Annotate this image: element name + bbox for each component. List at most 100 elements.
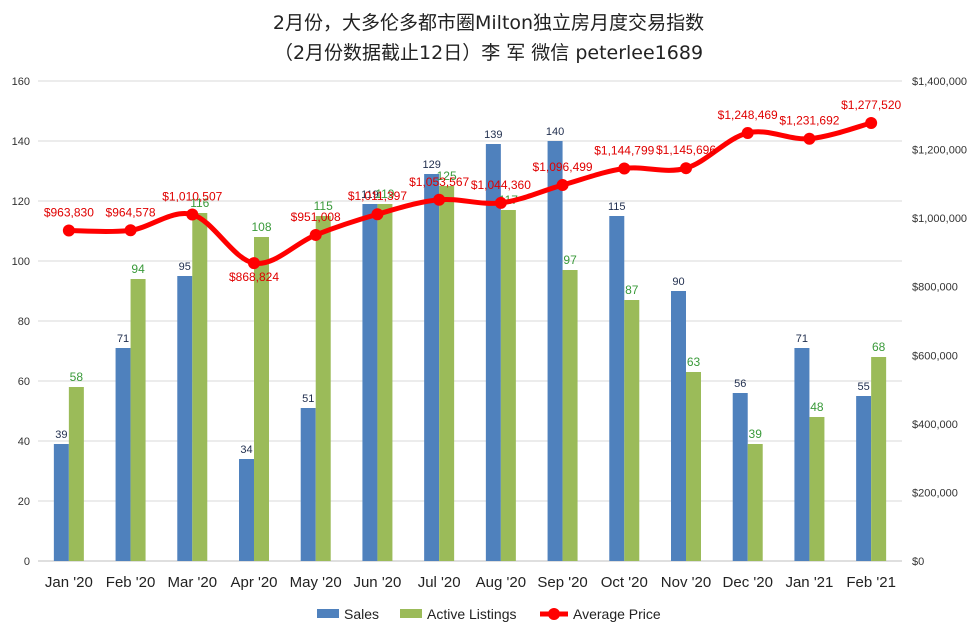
bar-active-listings <box>439 186 455 561</box>
data-label-active-listings: 39 <box>749 427 763 441</box>
y-right-tick-label: $200,000 <box>912 487 958 499</box>
data-label-average-price: $964,578 <box>106 205 156 219</box>
bar-sales <box>671 291 686 561</box>
data-label-average-price: $1,231,692 <box>779 114 839 128</box>
y-left-tick-label: 80 <box>18 316 30 328</box>
x-tick-label: Jul '20 <box>418 574 461 591</box>
data-label-average-price: $951,008 <box>291 210 341 224</box>
x-tick-label: Apr '20 <box>230 574 277 591</box>
bar-active-listings <box>254 237 269 561</box>
data-label-sales: 34 <box>240 444 252 456</box>
point-average-price <box>433 193 446 206</box>
point-average-price <box>371 208 384 221</box>
data-label-active-listings: 87 <box>625 283 639 297</box>
point-average-price <box>865 116 878 129</box>
data-label-active-listings: 48 <box>810 400 824 414</box>
data-label-active-listings: 63 <box>687 355 701 369</box>
bar-active-listings <box>624 300 640 561</box>
data-label-sales: 55 <box>858 381 870 393</box>
data-label-average-price: $1,053,567 <box>409 175 469 189</box>
x-tick-label: Feb '20 <box>106 574 156 591</box>
y-left-tick-label: 120 <box>12 196 30 208</box>
data-label-average-price: $1,010,507 <box>162 190 222 204</box>
data-label-active-listings: 68 <box>872 340 886 354</box>
y-right-tick-label: $0 <box>912 556 924 568</box>
point-average-price <box>494 196 507 209</box>
data-label-sales: 71 <box>796 333 808 345</box>
y-left-tick-label: 100 <box>12 256 30 268</box>
bar-active-listings <box>686 372 701 561</box>
bar-active-listings <box>809 417 825 561</box>
x-tick-label: May '20 <box>290 574 342 591</box>
bar-active-listings <box>192 213 208 561</box>
data-label-active-listings: 125 <box>437 169 457 183</box>
data-label-sales: 90 <box>672 276 684 288</box>
data-label-sales: 56 <box>734 378 746 390</box>
y-left-tick-label: 0 <box>24 556 30 568</box>
bar-active-listings <box>562 270 578 561</box>
y-left-tick-label: 140 <box>12 136 30 148</box>
bar-sales <box>424 174 440 561</box>
point-average-price <box>248 257 260 270</box>
bar-sales <box>856 396 872 561</box>
data-label-sales: 115 <box>608 201 626 213</box>
bar-active-listings <box>130 279 146 561</box>
point-average-price <box>680 162 692 175</box>
point-average-price <box>803 132 816 145</box>
data-label-sales: 95 <box>179 261 191 273</box>
y-right-tick-label: $600,000 <box>912 350 958 362</box>
bar-active-listings <box>871 357 887 561</box>
point-average-price <box>186 208 199 221</box>
legend-swatch-sales <box>317 609 339 618</box>
data-label-active-listings: 97 <box>563 253 577 267</box>
data-label-sales: 51 <box>302 393 314 405</box>
y-left-tick-label: 160 <box>12 76 30 88</box>
data-label-active-listings: 58 <box>70 370 84 384</box>
x-tick-label: Nov '20 <box>661 574 711 591</box>
data-label-average-price: $1,277,520 <box>841 98 901 112</box>
bar-sales <box>239 459 254 561</box>
legend-marker-average-price <box>548 608 560 620</box>
point-average-price <box>741 126 754 139</box>
bar-active-listings <box>500 210 516 561</box>
x-tick-label: Jan '21 <box>785 574 833 591</box>
data-label-sales: 140 <box>546 126 564 138</box>
data-label-active-listings: 115 <box>314 199 333 213</box>
y-right-tick-label: $400,000 <box>912 419 958 431</box>
chart-subtitle: （2月份数据截止12日）李 军 微信 peterlee1689 <box>273 42 704 64</box>
data-label-average-price: $963,830 <box>44 206 94 220</box>
point-average-price <box>618 162 631 175</box>
bar-sales <box>732 393 748 561</box>
legend-label-active-listings: Active Listings <box>427 606 516 622</box>
data-label-active-listings: 94 <box>131 262 145 276</box>
x-tick-label: Dec '20 <box>723 574 773 591</box>
data-label-active-listings: 108 <box>251 220 271 234</box>
bar-sales <box>177 276 193 561</box>
x-tick-label: Jan '20 <box>45 574 93 591</box>
data-label-sales: 139 <box>484 129 502 141</box>
bar-active-listings <box>377 204 393 561</box>
x-tick-label: Feb '21 <box>846 574 896 591</box>
bar-sales <box>609 216 625 561</box>
bar-sales <box>115 348 131 561</box>
x-tick-label: Oct '20 <box>601 574 648 591</box>
legend-label-sales: Sales <box>344 606 379 622</box>
bar-sales <box>300 408 316 561</box>
y-right-tick-label: $800,000 <box>912 282 958 294</box>
data-label-sales: 71 <box>117 333 129 345</box>
data-label-sales: 129 <box>422 159 440 171</box>
point-average-price <box>309 228 322 241</box>
bar-sales <box>794 348 810 561</box>
data-label-average-price: $1,011,397 <box>348 189 407 203</box>
data-label-average-price: $1,044,360 <box>471 178 531 192</box>
data-label-average-price: $1,144,799 <box>594 143 654 157</box>
bar-active-listings <box>68 387 84 561</box>
data-label-average-price: $1,248,469 <box>718 108 778 122</box>
y-left-tick-label: 40 <box>18 436 30 448</box>
data-label-average-price: $1,145,696 <box>656 143 716 157</box>
bar-sales <box>485 144 501 561</box>
point-average-price <box>62 224 75 237</box>
data-label-average-price: $868,824 <box>229 270 279 284</box>
bar-sales <box>362 204 378 561</box>
